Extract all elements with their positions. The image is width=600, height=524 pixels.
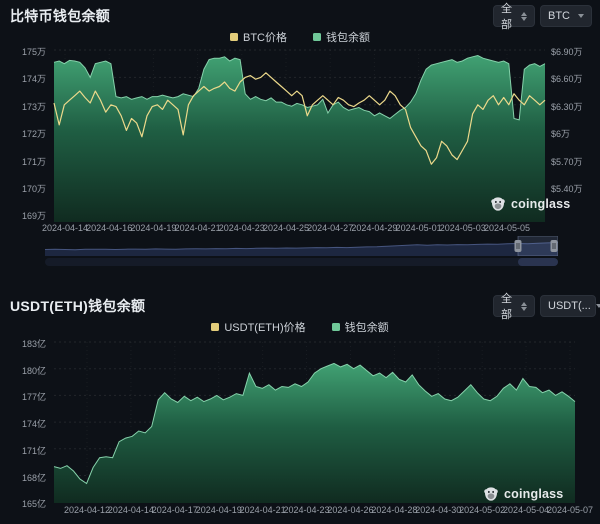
- btc-coin-select[interactable]: BTC: [540, 5, 592, 27]
- btc-chart-navigator[interactable]: [44, 235, 559, 257]
- sort-arrows-icon: [521, 11, 527, 21]
- legend-label: BTC价格: [243, 32, 287, 44]
- balance-area-series: [54, 55, 545, 222]
- legend-label: 钱包余额: [344, 322, 389, 334]
- navigator-handle-left[interactable]: [514, 240, 522, 252]
- navigator-scrollbar-thumb[interactable]: [517, 258, 558, 266]
- balance-area-edge: [53, 362, 576, 485]
- caret-down-icon: [578, 14, 584, 18]
- balance-area-edge: [53, 54, 546, 121]
- btc-chart-legend: BTC价格 钱包余额: [0, 29, 600, 45]
- btc-coin-select-value: BTC: [548, 10, 570, 22]
- btc-wallet-chart[interactable]: 2024-04-14 2024-04-16 2024-04-19 2024-04-21…: [0, 42, 600, 238]
- legend-label: 钱包余额: [326, 32, 370, 44]
- navigator-line: [44, 242, 559, 251]
- btc-range-select[interactable]: 全部: [493, 3, 535, 31]
- legend-swatch-icon: [313, 33, 321, 41]
- legend-item[interactable]: 钱包余额: [313, 29, 370, 45]
- usdt-coin-select-value: USDT(...: [548, 300, 591, 312]
- balance-area-series: [54, 363, 575, 503]
- btc-panel-title: 比特币钱包余额: [10, 8, 111, 24]
- btc-wallet-chart-svg[interactable]: [0, 42, 600, 238]
- legend-item[interactable]: 钱包余额: [331, 319, 389, 335]
- legend-label: USDT(ETH)价格: [224, 322, 306, 334]
- navigator-handle-right[interactable]: [550, 240, 558, 252]
- usdt-panel-title: USDT(ETH)钱包余额: [10, 298, 146, 314]
- sort-arrows-icon: [521, 301, 527, 311]
- navigator-svg[interactable]: [44, 235, 559, 257]
- usdt-range-select-value: 全部: [501, 293, 512, 321]
- btc-range-select-value: 全部: [501, 3, 512, 31]
- navigator-scrollbar-track[interactable]: [45, 258, 558, 266]
- legend-swatch-icon: [230, 33, 238, 41]
- usdt-wallet-chart-svg[interactable]: [0, 332, 600, 524]
- caret-down-icon: [595, 304, 600, 308]
- price-line-series: [53, 72, 546, 165]
- navigator-area: [45, 242, 558, 256]
- legend-swatch-icon: [211, 323, 220, 331]
- usdt-wallet-chart[interactable]: 2024-04-12 2024-04-14 2024-04-17 2024-04-19…: [0, 332, 600, 524]
- legend-item[interactable]: BTC价格: [230, 29, 287, 45]
- usdt-chart-legend: USDT(ETH)价格 钱包余额: [0, 319, 600, 335]
- legend-swatch-icon: [331, 323, 340, 331]
- usdt-coin-select[interactable]: USDT(...: [540, 295, 600, 317]
- legend-item[interactable]: USDT(ETH)价格: [211, 319, 306, 335]
- usdt-range-select[interactable]: 全部: [493, 293, 535, 321]
